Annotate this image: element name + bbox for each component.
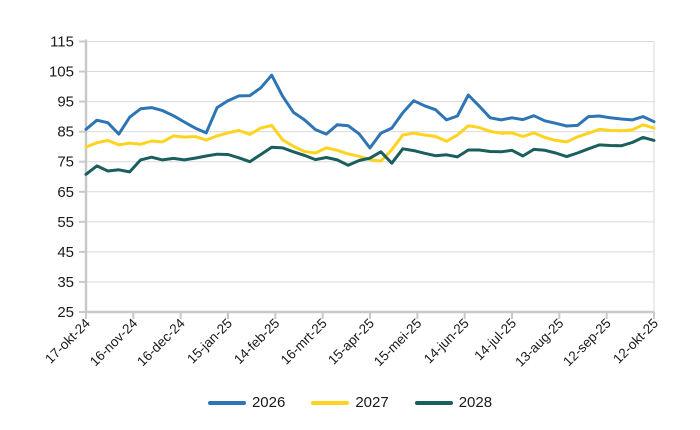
x-axis-tick-label: 15-jan-25 [184, 316, 235, 367]
legend-item-2026: 2026 [207, 394, 286, 411]
legend-label-2028: 2028 [458, 394, 493, 411]
y-axis-tick-label: 105 [49, 64, 74, 81]
series-line-2026 [84, 73, 656, 150]
legend-swatch-2027 [311, 400, 350, 405]
x-axis-tick-label: 14-feb-25 [231, 316, 282, 367]
y-axis-tick-label: 45 [57, 244, 74, 261]
legend-swatch-2026 [207, 400, 246, 405]
chart-legend: 2026 2027 2028 [0, 394, 700, 411]
legend-swatch-2028 [414, 400, 453, 405]
x-axis-tick-label: 13-aug-25 [512, 316, 566, 370]
series-line-2028 [84, 135, 656, 176]
y-axis-tick-label: 85 [57, 124, 74, 141]
y-axis-tick-label: 55 [57, 214, 74, 231]
y-axis-tick-label: 35 [57, 274, 74, 291]
x-axis-tick-label: 16-nov-24 [87, 315, 141, 369]
x-axis-tick-label: 14-jul-25 [471, 316, 519, 364]
x-axis-tick-label: 12-okt-25 [610, 316, 661, 367]
y-axis-tick-label: 65 [57, 184, 74, 201]
x-axis-tick-label: 15-mei-25 [371, 316, 425, 370]
legend-label-2027: 2027 [355, 394, 389, 411]
x-axis-tick-label: 14-jun-25 [421, 316, 472, 367]
legend-label-2026: 2026 [251, 394, 286, 411]
x-axis-tick-label: 16-dec-24 [134, 315, 188, 369]
x-axis-tick-label: 15-apr-25 [325, 316, 377, 368]
y-axis-tick-label: 75 [57, 154, 74, 171]
y-axis-tick-label: 25 [57, 304, 74, 321]
x-axis-tick-label: 16-mrt-25 [278, 316, 330, 368]
legend-item-2027: 2027 [311, 394, 389, 411]
x-axis-tick-label: 12-sep-25 [560, 316, 614, 370]
legend-item-2028: 2028 [414, 394, 493, 411]
y-axis-tick-label: 95 [57, 94, 74, 111]
y-axis-tick-label: 115 [50, 34, 74, 51]
